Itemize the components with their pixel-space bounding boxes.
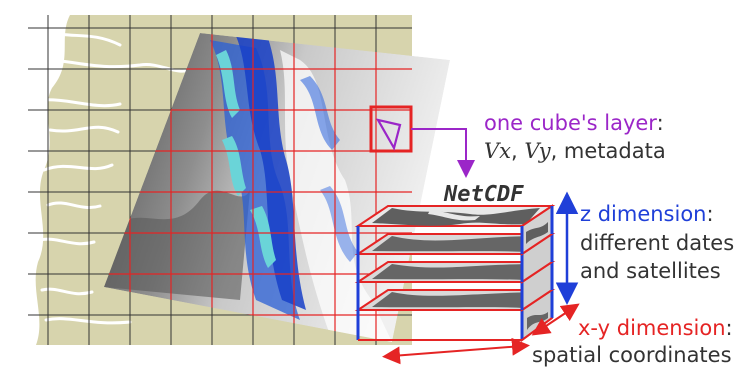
z-dimension-text: z dimension — [580, 202, 707, 226]
xy-dimension-label: x-y dimension: — [578, 316, 733, 341]
cube-layer-label: one cube's layer: — [484, 111, 664, 136]
cube-layer-text: one cube's layer — [484, 111, 657, 135]
cube-layer-2 — [354, 232, 556, 284]
var-vy: Vy — [524, 139, 551, 163]
xy-dimension-arrow-upper — [531, 303, 580, 336]
xy-dimension-colon: : — [725, 316, 733, 340]
layer-connector-arrow — [411, 128, 475, 178]
var-vx: Vx — [484, 139, 512, 163]
layer-variables-label: Vx, Vy, metadata — [484, 139, 666, 164]
cube-layer-colon: : — [656, 111, 664, 135]
scene-corner-highlight — [375, 118, 402, 151]
var-sep-2: , metadata — [550, 139, 666, 163]
xy-dimension-arrow-lower — [382, 337, 530, 365]
netcdf-cube — [354, 204, 556, 342]
cube-layer-3 — [354, 260, 556, 312]
cube-layer-1 — [354, 204, 556, 256]
xy-dimension-text: x-y dimension — [578, 316, 726, 340]
z-dimension-desc-2: and satellites — [580, 259, 721, 283]
z-dimension-label: z dimension: — [580, 202, 714, 227]
var-sep-1: , — [511, 139, 525, 163]
netcdf-label: NetCDF — [444, 182, 524, 207]
z-dimension-desc-1: different dates — [580, 231, 735, 255]
xy-dimension-desc: spatial coordinates — [532, 343, 732, 367]
coastline-sea — [28, 15, 70, 345]
z-dimension-colon: : — [706, 202, 714, 226]
